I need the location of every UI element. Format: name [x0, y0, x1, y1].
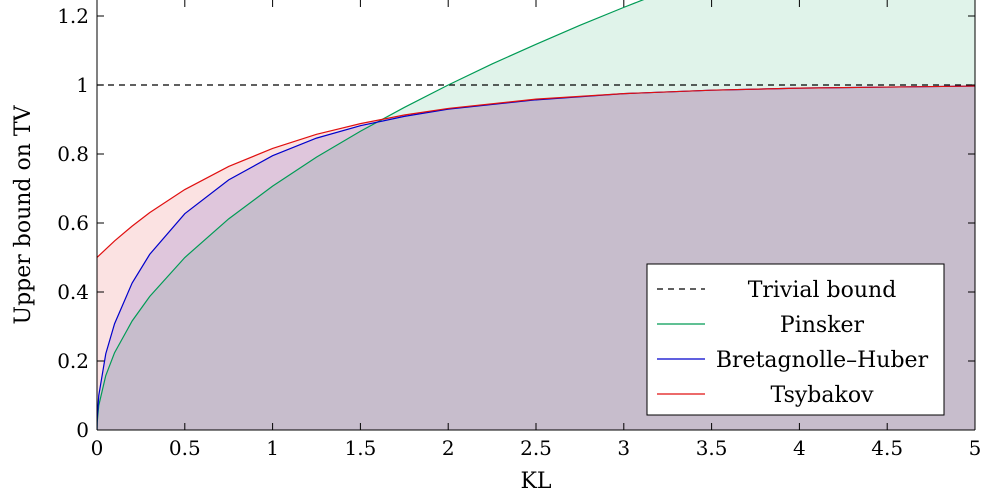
x-tick-label: 4.5 — [871, 436, 903, 460]
legend-label-bretagnolle-huber: Bretagnolle–Huber — [716, 348, 929, 373]
series-line — [97, 0, 645, 430]
legend-label-pinsker: Pinsker — [780, 313, 865, 338]
x-tick-label: 1.5 — [344, 436, 376, 460]
legend-label-trivial: Trivial bound — [748, 278, 897, 303]
legend-box — [646, 263, 945, 416]
x-tick-label: 1 — [266, 436, 279, 460]
y-axis-label: Upper bound on TV — [11, 104, 36, 324]
y-tick-label: 0.8 — [57, 142, 89, 166]
x-tick-label: 0.5 — [169, 436, 201, 460]
legend-entry-trivial: Trivial bound — [657, 278, 896, 303]
x-tick-label: 3.5 — [696, 436, 728, 460]
y-tick-label: 0.2 — [57, 349, 89, 373]
y-tick-label: 0 — [76, 418, 89, 442]
x-tick-label: 3 — [617, 436, 630, 460]
legend-entry-bretagnolle-huber: Bretagnolle–Huber — [657, 348, 929, 373]
y-tick-label: 0.4 — [57, 280, 89, 304]
x-axis-ticks: 0 0.5 1 1.5 2 2.5 3 3.5 4 4.5 5 — [91, 0, 982, 460]
legend: Trivial bound Pinsker Bretagnolle–Huber … — [646, 263, 945, 416]
legend-entry-pinsker: Pinsker — [657, 313, 865, 338]
y-tick-label: 1.2 — [57, 4, 89, 28]
x-tick-label: 0 — [91, 436, 104, 460]
series-lines — [97, 0, 975, 430]
y-tick-label: 0.6 — [57, 211, 89, 235]
series-line — [97, 85, 975, 258]
legend-entry-tsybakov: Tsybakov — [657, 383, 874, 408]
x-tick-label: 5 — [969, 436, 982, 460]
y-axis-ticks: 0 0.2 0.4 0.6 0.8 1 1.2 — [57, 4, 975, 442]
x-tick-label: 4 — [793, 436, 806, 460]
x-tick-label: 2.5 — [520, 436, 552, 460]
x-tick-label: 2 — [442, 436, 455, 460]
y-tick-label: 1 — [76, 73, 89, 97]
x-axis-label: KL — [520, 469, 551, 494]
legend-label-tsybakov: Tsybakov — [771, 383, 875, 408]
